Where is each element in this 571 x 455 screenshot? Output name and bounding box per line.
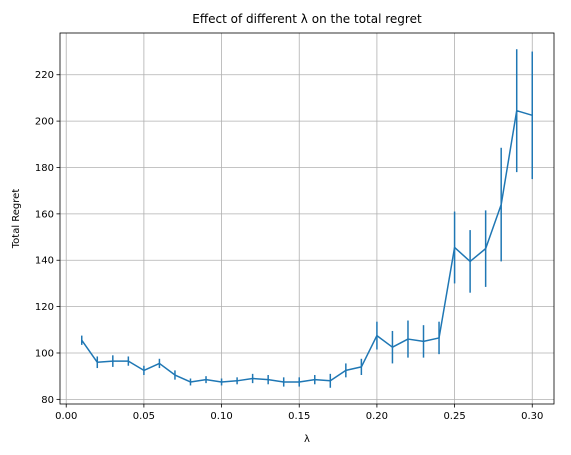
- x-tick-label: 0.20: [366, 411, 388, 422]
- y-tick-label: 120: [35, 302, 54, 313]
- y-tick-label: 140: [35, 256, 54, 267]
- x-tick-label: 0.00: [55, 411, 77, 422]
- y-tick-label: 200: [35, 117, 54, 128]
- y-tick-label: 180: [35, 163, 54, 174]
- y-tick-label: 160: [35, 209, 54, 220]
- y-tick-label: 220: [35, 70, 54, 81]
- ticks: 0.00 0.05 0.10 0.15 0.20 0.25 0.30 80 100 120 140 1…: [35, 70, 543, 422]
- chart-title: Effect of different λ on the total regre…: [192, 12, 422, 26]
- x-axis-label: λ: [304, 434, 310, 445]
- y-axis-label: Total Regret: [11, 189, 22, 250]
- series-line: [81, 109, 533, 383]
- grid: [60, 33, 554, 404]
- y-tick-label: 100: [35, 348, 54, 359]
- y-tick-label: 80: [41, 395, 54, 406]
- x-tick-label: 0.05: [133, 411, 155, 422]
- series: [80, 49, 534, 388]
- plot-frame: [59, 32, 555, 405]
- x-tick-label: 0.25: [443, 411, 465, 422]
- x-tick-label: 0.30: [521, 411, 543, 422]
- x-tick-label: 0.15: [288, 411, 310, 422]
- x-tick-label: 0.10: [210, 411, 232, 422]
